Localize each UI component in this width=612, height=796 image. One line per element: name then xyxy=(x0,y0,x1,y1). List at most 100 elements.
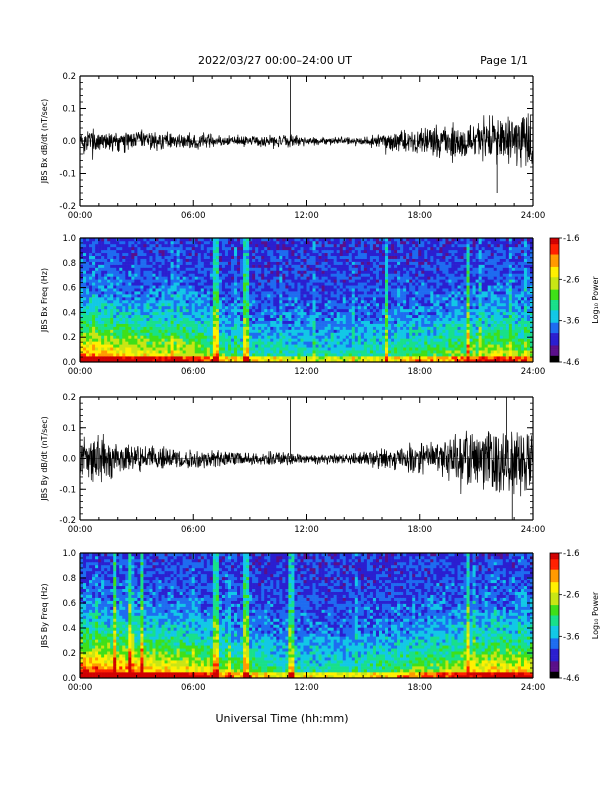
heat-cell xyxy=(282,303,285,306)
heat-cell xyxy=(183,327,186,330)
heat-cell xyxy=(189,335,192,338)
heat-cell xyxy=(394,330,397,333)
heat-cell xyxy=(291,253,294,256)
heat-cell xyxy=(316,244,319,247)
heat-cell xyxy=(397,282,400,285)
heat-cell xyxy=(337,347,340,350)
heat-cell xyxy=(400,273,403,276)
heat-cell xyxy=(107,318,110,321)
heat-cell xyxy=(198,297,201,300)
heat-cell xyxy=(346,276,349,279)
heat-cell xyxy=(388,347,391,350)
x-tick-label: 06:00 xyxy=(181,211,206,221)
heat-cell xyxy=(83,306,86,309)
heat-cell xyxy=(310,300,313,303)
heat-cell xyxy=(95,353,98,356)
heat-cell xyxy=(294,265,297,268)
heat-cell xyxy=(234,324,237,327)
heat-cell xyxy=(418,244,421,247)
heat-cell xyxy=(201,350,204,353)
heat-cell xyxy=(300,294,303,297)
heat-cell xyxy=(183,244,186,247)
heat-cell xyxy=(331,276,334,279)
heat-cell xyxy=(113,276,116,279)
heat-cell xyxy=(313,273,316,276)
heat-cell xyxy=(149,341,152,344)
heat-cell xyxy=(83,241,86,244)
heat-cell xyxy=(376,306,379,309)
heat-cell xyxy=(231,241,234,244)
heat-cell xyxy=(159,353,162,356)
heat-cell xyxy=(116,297,119,300)
heat-cell xyxy=(267,321,270,324)
heat-cell xyxy=(177,285,180,288)
heat-cell xyxy=(134,285,137,288)
heat-cell xyxy=(192,306,195,309)
heat-cell xyxy=(174,247,177,250)
heat-cell xyxy=(297,303,300,306)
heat-cell xyxy=(300,262,303,265)
heat-cell xyxy=(358,265,361,268)
heat-cell xyxy=(246,350,249,353)
heat-cell xyxy=(364,294,367,297)
heat-cell xyxy=(364,300,367,303)
heat-cell xyxy=(424,350,427,353)
heat-cell xyxy=(243,300,246,303)
heat-cell xyxy=(403,321,406,324)
heat-cell xyxy=(89,335,92,338)
heat-cell xyxy=(300,341,303,344)
heat-cell xyxy=(388,279,391,282)
heat-cell xyxy=(355,300,358,303)
heat-cell xyxy=(379,285,382,288)
heat-cell xyxy=(388,244,391,247)
heat-cell xyxy=(140,253,143,256)
heat-cell xyxy=(379,241,382,244)
heat-cell xyxy=(243,268,246,271)
heat-cell xyxy=(156,332,159,335)
heat-cell xyxy=(231,309,234,312)
heat-cell xyxy=(358,276,361,279)
heat-cell xyxy=(364,282,367,285)
heat-cell xyxy=(83,344,86,347)
heat-cell xyxy=(98,244,101,247)
heat-cell xyxy=(143,350,146,353)
heat-cell xyxy=(331,353,334,356)
heat-cell xyxy=(149,315,152,318)
heat-cell xyxy=(246,268,249,271)
heat-cell xyxy=(165,265,168,268)
heat-cell xyxy=(358,324,361,327)
heat-cell xyxy=(273,279,276,282)
heat-cell xyxy=(294,297,297,300)
heat-cell xyxy=(355,244,358,247)
heat-cell xyxy=(307,297,310,300)
heat-cell xyxy=(282,335,285,338)
heat-cell xyxy=(201,259,204,262)
heat-cell xyxy=(159,318,162,321)
heat-cell xyxy=(177,309,180,312)
heat-cell xyxy=(334,268,337,271)
heat-cell xyxy=(418,247,421,250)
heat-cell xyxy=(231,288,234,291)
heat-cell xyxy=(261,273,264,276)
heat-cell xyxy=(92,262,95,265)
heat-cell xyxy=(152,282,155,285)
heat-cell xyxy=(282,300,285,303)
heat-cell xyxy=(349,270,352,273)
heat-cell xyxy=(177,262,180,265)
heat-cell xyxy=(210,306,213,309)
heat-cell xyxy=(137,282,140,285)
heat-cell xyxy=(149,297,152,300)
heat-cell xyxy=(406,285,409,288)
heat-cell xyxy=(394,315,397,318)
heat-cell xyxy=(427,241,430,244)
heat-cell xyxy=(373,356,376,359)
heat-cell xyxy=(113,282,116,285)
heat-cell xyxy=(300,350,303,353)
heat-cell xyxy=(152,273,155,276)
heat-cell xyxy=(213,344,216,347)
heat-cell xyxy=(331,312,334,315)
heat-cell xyxy=(146,306,149,309)
heat-cell xyxy=(370,344,373,347)
heat-cell xyxy=(270,330,273,333)
heat-cell xyxy=(101,294,104,297)
